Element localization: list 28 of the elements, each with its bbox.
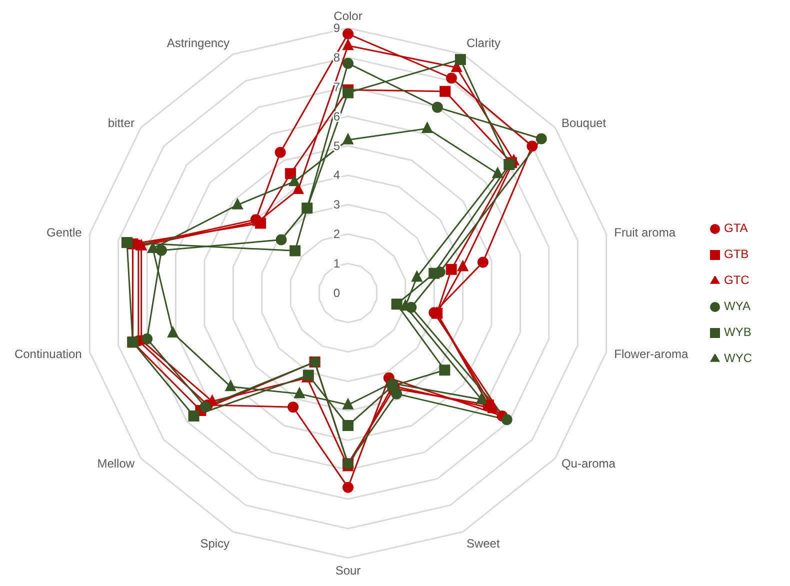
legend-label: GTA xyxy=(724,221,748,235)
y-tick-label: 1 xyxy=(333,256,340,271)
spoke-label: Flower-aroma xyxy=(614,347,688,362)
legend-label: GTB xyxy=(724,247,749,261)
spoke-label: Color xyxy=(334,9,362,23)
spoke-label: Astringency xyxy=(166,36,230,50)
y-tick-label: 8 xyxy=(333,50,340,64)
spoke-label: bitter xyxy=(108,116,135,130)
legend-label: WYC xyxy=(724,351,752,365)
spoke-label: Bouquet xyxy=(561,116,607,130)
spoke-label: Gentle xyxy=(46,226,82,240)
y-tick-label: 9 xyxy=(333,21,340,35)
y-tick-label: 7 xyxy=(333,80,340,94)
spoke-label: Continuation xyxy=(14,347,82,362)
spoke-label: Sour xyxy=(335,564,361,578)
spoke-label: Clarity xyxy=(466,36,500,50)
legend-label: WYA xyxy=(724,299,750,313)
y-tick-label: 4 xyxy=(333,168,340,182)
spoke-label: Sweet xyxy=(466,536,500,550)
y-tick-label: 3 xyxy=(333,198,340,212)
spoke-label: Spicy xyxy=(200,536,230,550)
spoke-label: Mellow xyxy=(97,456,135,470)
spoke-label: Qu-aroma xyxy=(561,456,616,470)
spoke-label: Fruit aroma xyxy=(614,226,676,240)
y-tick-label: 0 xyxy=(333,286,340,300)
y-tick-label: 2 xyxy=(333,227,340,242)
legend-label: WYB xyxy=(724,325,752,339)
legend-label: GTC xyxy=(724,273,750,287)
